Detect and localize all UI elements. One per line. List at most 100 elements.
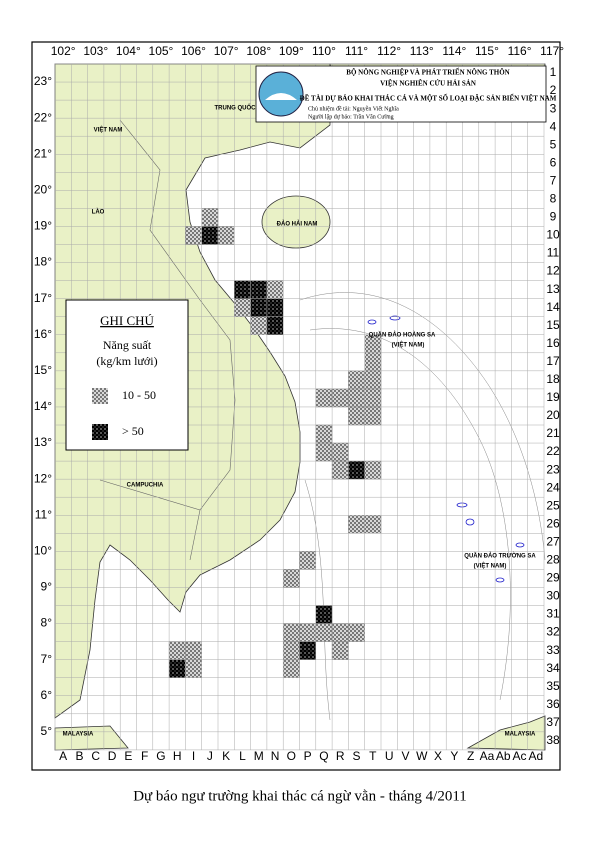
column-label: I	[192, 749, 195, 763]
column-label: X	[434, 749, 442, 763]
column-label: L	[239, 749, 246, 763]
row-label: 32	[546, 625, 560, 639]
catch-cell	[168, 659, 186, 678]
latitude-label: 6°	[41, 688, 53, 702]
catch-cell	[266, 316, 284, 335]
row-label: 23	[546, 462, 560, 476]
row-label: 10	[546, 228, 560, 242]
row-label: 29	[546, 571, 560, 585]
column-label: O	[287, 749, 296, 763]
header-project: ĐỀ TÀI DỰ BÁO KHAI THÁC CÁ VÀ MỘT SỐ LOẠ…	[300, 95, 557, 103]
place-label: VIỆT NAM	[94, 126, 123, 134]
legend-quantity: Năng suất	[103, 338, 152, 352]
longitude-label: 111°	[345, 44, 368, 58]
catch-cell	[364, 388, 382, 408]
catch-cell	[315, 605, 333, 624]
border-line	[99, 479, 201, 561]
row-label: 12	[546, 264, 560, 278]
longitude-label: 113°	[410, 44, 434, 58]
caption: Dự báo ngư trường khai thác cá ngừ vằn -…	[133, 788, 467, 804]
column-label: B	[75, 749, 83, 763]
longitude-label: 116°	[508, 44, 532, 58]
row-label: 21	[546, 426, 560, 440]
header-ministry: BỘ NÔNG NGHIỆP VÀ PHÁT TRIỂN NÔNG THÔN	[346, 69, 509, 77]
latitude-label: 10°	[34, 544, 52, 558]
row-label: 20	[546, 408, 560, 422]
catch-cell	[348, 406, 365, 426]
island	[389, 315, 401, 321]
row-label: 38	[546, 733, 560, 747]
place-label: (VIỆT NAM)	[392, 341, 425, 349]
map-frame	[31, 41, 561, 771]
catch-cell	[283, 659, 300, 678]
row-label: 1	[550, 65, 557, 79]
catch-cell	[299, 551, 316, 570]
place-label: MALAYSIA	[505, 732, 536, 738]
grid-layer	[54, 63, 545, 751]
column-label: G	[156, 749, 165, 763]
catch-cell	[364, 406, 382, 426]
column-label: Y	[450, 749, 458, 763]
latitude-label: 7°	[41, 652, 53, 666]
latitude-label: 12°	[34, 471, 52, 485]
latitude-label: 19°	[34, 219, 52, 233]
column-label: P	[304, 749, 312, 763]
catch-cell	[250, 298, 268, 317]
catch-cell	[315, 442, 333, 462]
longitude-label: 117°	[540, 44, 564, 58]
column-label: C	[91, 749, 100, 763]
column-label: T	[369, 749, 377, 763]
row-label: 18	[546, 372, 560, 386]
catch-cell	[185, 641, 202, 660]
legend-box	[65, 299, 189, 451]
catch-cell	[331, 641, 349, 660]
column-label: F	[141, 749, 148, 763]
row-label: 36	[546, 697, 560, 711]
latitude-label: 8°	[41, 616, 53, 630]
row-label: 2	[550, 83, 557, 97]
longitude-label: 112°	[377, 44, 401, 58]
column-label: E	[124, 749, 132, 763]
place-label: CAMPUCHIA	[127, 483, 164, 489]
catch-cell	[299, 641, 316, 660]
row-label: 6	[550, 155, 557, 169]
column-label: U	[385, 749, 394, 763]
island	[495, 577, 505, 583]
row-label: 22	[546, 444, 560, 458]
row-label: 8	[550, 192, 557, 206]
catch-cell	[364, 352, 382, 372]
latitude-label: 5°	[41, 724, 53, 738]
column-label: S	[353, 749, 361, 763]
header-institute: VIỆN NGHIÊN CỨU HẢI SẢN	[380, 80, 476, 88]
row-label: 19	[546, 390, 560, 404]
place-label: MALAYSIA	[63, 732, 94, 738]
latitude-label: 11°	[35, 507, 52, 521]
row-label: 13	[546, 282, 560, 296]
catch-cell	[364, 515, 382, 534]
catch-cell	[348, 388, 365, 408]
catch-cell	[299, 623, 316, 642]
column-label: Ad	[529, 749, 544, 763]
contour	[304, 479, 331, 721]
catch-cell	[234, 280, 251, 299]
longitude-label: 115°	[475, 44, 499, 58]
row-label: 35	[546, 679, 560, 693]
catch-cell	[201, 208, 219, 227]
catch-cell	[331, 460, 349, 480]
catch-cell	[217, 226, 235, 245]
border-line	[119, 119, 236, 511]
catch-cell	[185, 226, 202, 245]
island	[515, 542, 525, 548]
header-box: BỘ NÔNG NGHIỆP VÀ PHÁT TRIỂN NÔNG THÔN V…	[255, 65, 557, 123]
column-label: Aa	[480, 749, 495, 763]
longitude-label: 110°	[312, 44, 336, 58]
catch-cell	[331, 442, 349, 462]
catch-cell	[348, 623, 365, 642]
legend: GHI CHÚ Năng suất (kg/km lưới) 10 - 50 >…	[65, 299, 189, 451]
island	[456, 502, 468, 508]
column-label: Ab	[496, 749, 511, 763]
place-label: ĐẢO HẢI NAM	[277, 221, 318, 228]
catch-cell	[185, 659, 202, 678]
column-label: A	[59, 749, 67, 763]
